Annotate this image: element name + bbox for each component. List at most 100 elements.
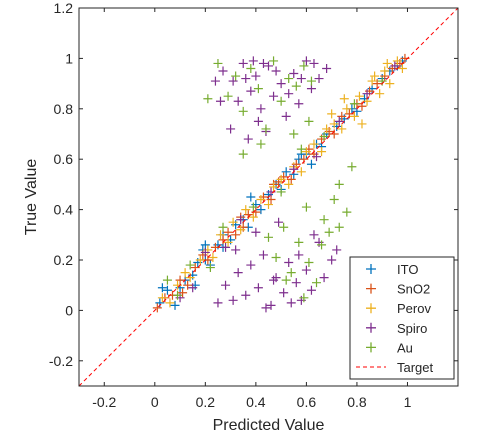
data-point: [324, 227, 334, 237]
data-point: [357, 119, 367, 129]
data-point: [274, 217, 284, 227]
data-point: [238, 58, 248, 68]
data-point: [258, 250, 268, 260]
data-point: [296, 74, 306, 84]
data-point: [337, 111, 347, 121]
data-point: [291, 278, 301, 288]
data-point: [339, 94, 349, 104]
data-point: [261, 124, 271, 134]
data-point: [301, 147, 311, 157]
data-point: [248, 56, 258, 66]
x-tick-label: 0.4: [246, 394, 266, 410]
data-point: [236, 225, 246, 235]
data-point: [327, 109, 337, 119]
data-point: [251, 227, 261, 237]
data-point: [243, 134, 253, 144]
data-point: [231, 245, 241, 255]
y-tick-label: -0.2: [49, 353, 73, 369]
data-point: [284, 179, 294, 189]
data-point: [342, 207, 352, 217]
data-point: [241, 290, 251, 300]
data-point: [264, 61, 273, 71]
data-point: [306, 76, 316, 86]
data-point: [266, 195, 276, 205]
x-tick-label: 0.8: [347, 394, 367, 410]
data-point: [301, 56, 311, 66]
data-point: [258, 58, 268, 68]
y-tick-label: 0.8: [54, 101, 74, 117]
data-point: [213, 298, 223, 308]
data-point: [256, 195, 266, 205]
data-point: [180, 268, 190, 278]
target-line-group: [78, 7, 459, 387]
legend-item-ito: ITO: [366, 262, 418, 277]
legend-label: Perov: [397, 301, 431, 316]
data-point: [276, 187, 286, 197]
x-axis-ticks: -0.2 0 0.2 0.4 0.6 0.8 1: [92, 8, 412, 410]
data-point: [349, 99, 359, 109]
legend-label: SnO2: [397, 282, 430, 297]
y-tick-label: 0.2: [54, 252, 74, 268]
data-point: [215, 230, 225, 240]
data-point: [208, 252, 218, 262]
data-point: [279, 222, 289, 232]
data-point: [281, 167, 291, 177]
legend-marker: [366, 303, 376, 314]
legend-marker: [366, 264, 376, 274]
data-point: [347, 162, 357, 172]
data-point: [375, 89, 385, 99]
data-point: [261, 303, 271, 313]
data-point: [334, 116, 344, 126]
data-point: [286, 298, 296, 308]
data-point: [276, 79, 286, 89]
legend: ITO SnO2 Perov Spiro Au Target: [349, 256, 455, 380]
data-point: [213, 58, 223, 68]
data-point: [289, 129, 299, 139]
data-point: [200, 240, 210, 250]
data-point: [231, 230, 241, 240]
data-point: [309, 230, 319, 240]
data-point: [319, 215, 329, 225]
data-point: [205, 263, 215, 273]
data-point: [253, 84, 263, 94]
data-point: [319, 132, 329, 142]
data-point: [162, 275, 172, 285]
data-point: [299, 293, 309, 303]
data-point: [289, 69, 299, 79]
legend-item-sno2: SnO2: [366, 282, 430, 297]
data-point: [246, 63, 256, 73]
data-point: [312, 152, 322, 162]
data-point: [256, 139, 266, 149]
legend-item-perov: Perov: [366, 301, 431, 316]
data-point: [266, 300, 276, 310]
data-point: [327, 255, 337, 265]
data-point: [248, 202, 258, 212]
data-point: [221, 280, 231, 290]
data-point: [276, 96, 286, 106]
data-point: [276, 174, 286, 184]
data-point: [291, 81, 301, 91]
data-point: [286, 174, 296, 184]
data-point: [392, 56, 402, 66]
data-point: [152, 303, 162, 313]
data-point: [349, 111, 359, 121]
target-line: [78, 7, 459, 387]
legend-item-target: Target: [356, 360, 434, 375]
data-point: [203, 94, 213, 104]
x-tick-label: 0: [151, 394, 159, 410]
data-point: [178, 288, 188, 298]
y-tick-label: 1.2: [54, 0, 74, 16]
data-point: [306, 84, 316, 94]
data-point: [170, 300, 180, 310]
data-point: [296, 144, 306, 154]
data-point: [238, 106, 248, 116]
data-point: [269, 56, 279, 66]
data-point: [218, 222, 228, 232]
y-tick-label: 1: [65, 50, 73, 66]
data-point: [183, 280, 193, 290]
data-point: [362, 89, 372, 99]
legend-item-spiro: Spiro: [366, 321, 427, 336]
data-point: [218, 66, 228, 76]
data-point: [306, 285, 316, 295]
data-point: [286, 268, 296, 278]
